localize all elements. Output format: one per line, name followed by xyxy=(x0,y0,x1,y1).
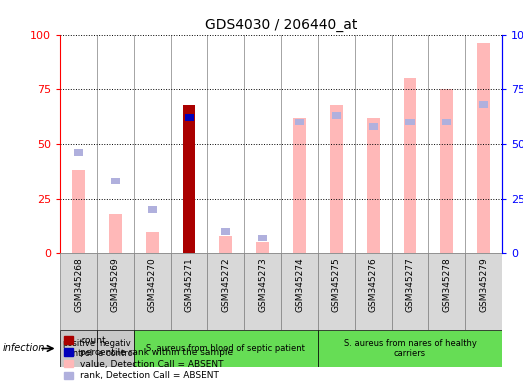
Bar xyxy=(60,253,97,330)
Bar xyxy=(111,178,120,184)
Bar xyxy=(367,118,380,253)
Bar xyxy=(258,235,267,242)
Text: GSM345270: GSM345270 xyxy=(147,257,157,312)
Bar xyxy=(428,253,465,330)
Bar xyxy=(183,104,196,253)
Bar xyxy=(318,330,502,367)
Bar xyxy=(256,243,269,253)
Bar xyxy=(244,253,281,330)
Text: GSM345277: GSM345277 xyxy=(405,257,415,312)
Text: S. aureus from blood of septic patient: S. aureus from blood of septic patient xyxy=(146,344,305,353)
Bar xyxy=(208,253,244,330)
Text: GSM345279: GSM345279 xyxy=(479,257,488,312)
Bar xyxy=(293,118,306,253)
Bar xyxy=(404,78,416,253)
Text: infection: infection xyxy=(3,343,45,354)
Text: GSM345273: GSM345273 xyxy=(258,257,267,312)
Bar xyxy=(74,149,83,156)
Bar xyxy=(185,114,194,121)
Bar xyxy=(442,119,451,126)
Text: GSM345274: GSM345274 xyxy=(295,257,304,312)
Text: GSM345269: GSM345269 xyxy=(111,257,120,312)
Bar xyxy=(330,104,343,253)
Bar xyxy=(369,123,378,130)
Bar xyxy=(134,330,318,367)
Bar xyxy=(465,253,502,330)
Text: GSM345275: GSM345275 xyxy=(332,257,341,312)
Text: GSM345268: GSM345268 xyxy=(74,257,83,312)
Text: positive
control: positive control xyxy=(62,339,95,358)
Bar xyxy=(170,253,208,330)
Bar xyxy=(146,232,158,253)
Bar xyxy=(405,119,415,126)
Text: GSM345276: GSM345276 xyxy=(369,257,378,312)
Text: GSM345272: GSM345272 xyxy=(221,257,230,312)
Bar xyxy=(479,101,488,108)
Bar xyxy=(477,43,490,253)
Bar xyxy=(72,170,85,253)
Title: GDS4030 / 206440_at: GDS4030 / 206440_at xyxy=(205,18,357,32)
Bar xyxy=(97,330,134,367)
Bar xyxy=(392,253,428,330)
Bar xyxy=(60,330,97,367)
Bar xyxy=(97,253,134,330)
Bar xyxy=(281,253,318,330)
Bar xyxy=(332,112,341,119)
Bar xyxy=(295,119,304,126)
Legend: count, percentile rank within the sample, value, Detection Call = ABSENT, rank, : count, percentile rank within the sample… xyxy=(60,333,237,384)
Text: GSM345271: GSM345271 xyxy=(185,257,194,312)
Bar xyxy=(318,253,355,330)
Bar xyxy=(440,89,453,253)
Bar xyxy=(134,253,170,330)
Bar xyxy=(220,236,232,253)
Bar xyxy=(355,253,392,330)
Bar xyxy=(109,214,122,253)
Text: negativ
e contro: negativ e contro xyxy=(98,339,133,358)
Text: S. aureus from nares of healthy
carriers: S. aureus from nares of healthy carriers xyxy=(344,339,476,358)
Bar xyxy=(221,228,231,235)
Text: GSM345278: GSM345278 xyxy=(442,257,451,312)
Bar xyxy=(147,206,157,213)
